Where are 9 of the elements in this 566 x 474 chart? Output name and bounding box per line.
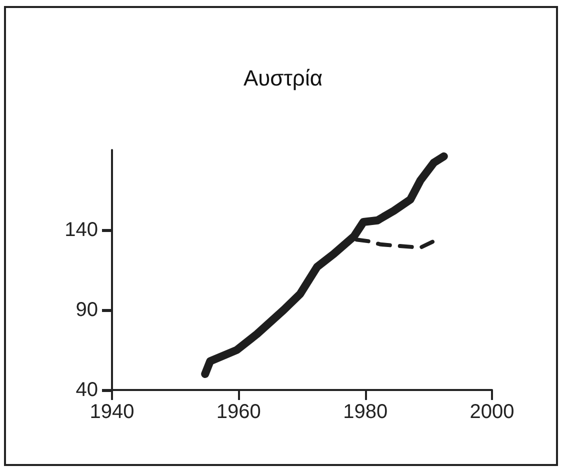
line-series [354,238,436,250]
y-tick-label: 40 [76,379,98,401]
chart-title: Αυστρία [243,66,323,90]
x-tick-label: 2000 [470,401,514,423]
x-tick-label: 1980 [343,401,388,423]
x-tick-label: 1960 [216,401,261,423]
y-tick-label: 140 [64,219,98,241]
x-tick-label: 1940 [90,401,134,423]
y-tick-label: 90 [76,299,98,321]
